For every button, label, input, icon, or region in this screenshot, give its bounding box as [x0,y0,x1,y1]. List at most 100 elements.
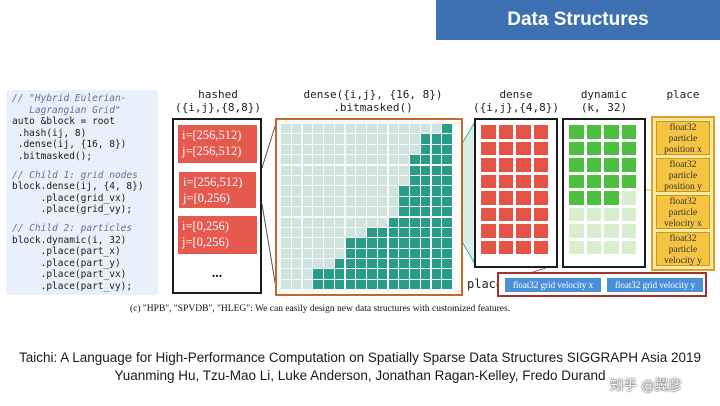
hash-entry-i: i=[256,512) [182,128,242,142]
particle-slot-filled [569,141,584,155]
code-line: .place(part_vy); [12,280,133,292]
inactive-cell [356,186,366,196]
active-cell [399,259,409,269]
grid-node-cell [533,141,548,155]
inactive-cell [356,196,366,207]
inactive-cell [388,134,398,144]
particle-slot-empty [621,207,636,221]
inactive-cell [356,165,366,175]
active-cell [420,165,431,175]
inactive-cell [377,175,388,186]
inactive-cell [377,217,388,227]
particle-slot-empty [621,224,636,238]
inactive-cell [281,227,291,238]
grid-place-row: float32 grid velocity x float32 grid vel… [497,272,707,297]
active-cell [410,259,420,269]
code-line: block.dense(ij, {4, 8}) [12,181,144,193]
inactive-cell [367,124,377,134]
inactive-cell [324,186,334,196]
active-cell [367,238,377,248]
active-cell [420,269,431,279]
inactive-cell [281,279,291,290]
header-dynamic: dynamic (k, 32) [580,88,628,114]
inactive-cell [345,186,355,196]
grid-node-cell [533,125,548,139]
particle-slot-filled [569,125,584,139]
inactive-cell [345,155,355,165]
inactive-cell [334,186,345,196]
inactive-cell [334,155,345,165]
inactive-cell [324,217,334,227]
inactive-cell [410,144,420,155]
grid-node-cell [498,191,513,205]
particle-slot-empty [604,207,619,221]
dense-bitmasked-node [275,118,463,296]
particle-slot-filled [604,125,619,139]
inactive-cell [324,248,334,258]
grid-node-cell [498,141,513,155]
active-cell [420,196,431,207]
inactive-cell [324,259,334,269]
active-cell [356,269,366,279]
inactive-cell [345,144,355,155]
active-cell [431,175,441,186]
active-cell [399,269,409,279]
inactive-cell [345,175,355,186]
inactive-cell [388,207,398,217]
active-cell [377,259,388,269]
figure-caption: (c) "HPB", "SPVDB", "HLEG": We can easil… [130,304,511,314]
hash-entry-i: i=[0,256) [182,219,229,233]
inactive-cell [324,227,334,238]
active-cell [345,259,355,269]
inactive-cell [291,238,302,248]
particle-slot-filled [621,141,636,155]
active-cell [420,238,431,248]
code-line: .dense(ij, {16, 8}) [12,139,127,151]
inactive-cell [334,238,345,248]
active-cell [431,134,441,144]
inactive-cell [367,165,377,175]
active-cell [442,207,452,217]
active-cell [410,186,420,196]
header-dense: dense ({i,j},{4,8}) [472,88,560,114]
inactive-cell [302,124,312,134]
inactive-cell [345,124,355,134]
inactive-cell [291,259,302,269]
active-cell [377,238,388,248]
active-cell [431,248,441,258]
grid-node-cell [516,141,531,155]
grid-node-cell [498,240,513,254]
inactive-cell [281,248,291,258]
inactive-cell [313,207,323,217]
grid-velocity-y: float32 grid velocity y [607,278,703,292]
inactive-cell [388,144,398,155]
inactive-cell [399,134,409,144]
active-cell [399,217,409,227]
inactive-cell [313,227,323,238]
particle-slot-empty [604,240,619,254]
inactive-cell [356,155,366,165]
inactive-cell [281,165,291,175]
inactive-cell [324,196,334,207]
active-cell [367,259,377,269]
grid-node-cell [481,191,496,205]
inactive-cell [313,134,323,144]
header-dense-bitmasked: dense({i,j}, {16, 8}) .bitmasked() [303,88,443,114]
inactive-cell [334,144,345,155]
inactive-cell [334,134,345,144]
active-cell [410,248,420,258]
inactive-cell [377,196,388,207]
active-cell [377,227,388,238]
inactive-cell [377,144,388,155]
grid-node-cell [516,224,531,238]
hash-entry: i=[256,512) j=[256,512) [178,125,257,163]
inactive-cell [334,165,345,175]
inactive-cell [388,165,398,175]
active-cell [388,238,398,248]
active-cell [356,259,366,269]
citation-authors: Yuanming Hu, Tzu-Mao Li, Luke Anderson, … [114,368,606,383]
active-cell [442,248,452,258]
inactive-cell [367,144,377,155]
inactive-cell [281,124,291,134]
inactive-cell [291,279,302,290]
